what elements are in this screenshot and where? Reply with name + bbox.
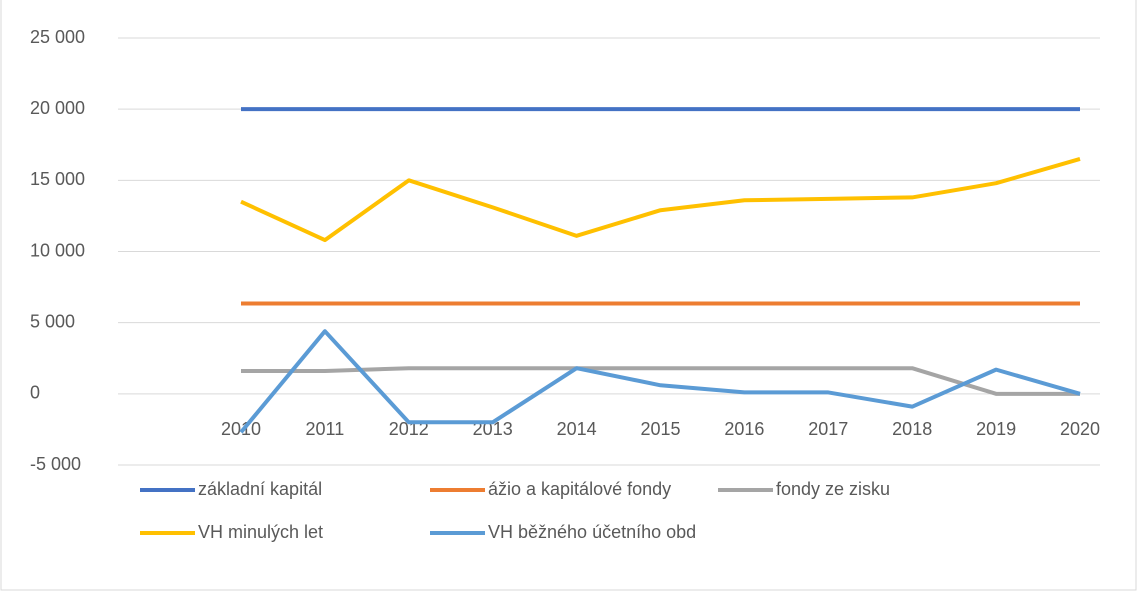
- x-tick-label: 2015: [640, 419, 680, 439]
- legend-label: VH běžného účetního obd: [488, 522, 696, 542]
- x-tick-label: 2020: [1060, 419, 1100, 439]
- x-tick-label: 2016: [724, 419, 764, 439]
- x-tick-label: 2010: [221, 419, 261, 439]
- legend-label: ážio a kapitálové fondy: [488, 479, 671, 499]
- y-tick-label: 20 000: [30, 98, 85, 118]
- x-tick-label: 2014: [557, 419, 597, 439]
- legend-label: základní kapitál: [198, 479, 322, 499]
- series-line: [241, 366, 1080, 396]
- x-tick-label: 2011: [306, 419, 345, 439]
- y-tick-label: 5 000: [30, 311, 75, 331]
- y-tick-label: 10 000: [30, 240, 85, 260]
- legend-label: fondy ze zisku: [776, 479, 890, 499]
- series-line: [240, 157, 1081, 243]
- x-tick-label: 2019: [976, 419, 1016, 439]
- y-tick-label: 25 000: [30, 27, 85, 47]
- series-line: [239, 329, 1081, 434]
- y-tick-label: 15 000: [30, 169, 85, 189]
- x-tick-label: 2017: [808, 419, 848, 439]
- y-tick-label: -5 000: [30, 454, 81, 474]
- legend-label: VH minulých let: [198, 522, 323, 542]
- x-tick-label: 2018: [892, 419, 932, 439]
- y-tick-label: 0: [30, 383, 40, 403]
